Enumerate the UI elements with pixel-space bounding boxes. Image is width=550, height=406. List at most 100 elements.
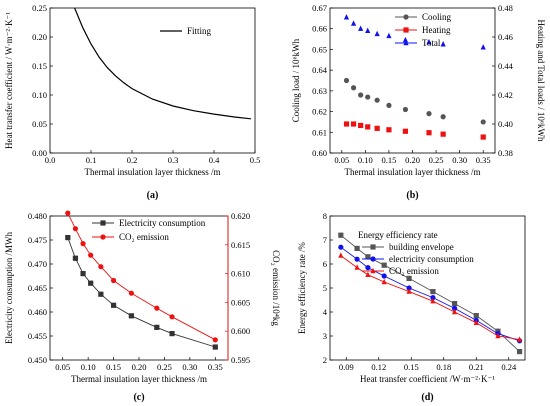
x-tick-label: 0.09	[339, 362, 354, 372]
x-tick-label: 0.10	[81, 362, 96, 372]
data-point	[495, 332, 501, 339]
data-point	[72, 255, 79, 261]
x-axis-label: Thermal insulation layer thickness /m	[85, 167, 221, 177]
data-point	[406, 285, 412, 291]
data-point	[430, 295, 436, 301]
y-right-tick-label: 0.605	[231, 297, 250, 307]
plot-frame	[49, 7, 256, 154]
data-point	[110, 302, 117, 308]
x-tick-label: 0.15	[106, 362, 121, 372]
data-point	[110, 277, 117, 284]
panel-letter: (c)	[133, 392, 144, 403]
x-tick-label: 0.30	[182, 362, 197, 372]
legend-marker	[403, 14, 409, 20]
data-point	[473, 319, 479, 325]
y-right-tick-label: 0.38	[498, 148, 513, 158]
data-point	[440, 114, 446, 120]
legend-marker	[370, 267, 376, 274]
x-tick-label: 0.25	[429, 155, 444, 165]
data-point	[480, 134, 486, 140]
data-point	[350, 20, 357, 26]
data-point	[365, 265, 371, 271]
y-tick-label: 5	[323, 283, 327, 293]
x-tick-label: 0.35	[208, 362, 223, 372]
x-axis-label: Thermal insulation layer thickness /m	[71, 374, 207, 384]
data-point	[402, 106, 409, 113]
data-point	[358, 122, 364, 129]
data-point	[406, 288, 412, 294]
series-line	[340, 234, 520, 352]
y-tick-label: 0.67	[312, 3, 327, 13]
y-tick-label: 0.455	[28, 331, 47, 341]
data-point	[402, 36, 409, 43]
data-point	[480, 119, 486, 125]
x-tick-label: 0.3	[168, 155, 179, 165]
data-point	[374, 97, 380, 103]
y-tick-label: 0.25	[32, 3, 47, 13]
legend-marker	[370, 256, 376, 262]
data-point	[516, 336, 523, 342]
data-point	[88, 280, 94, 286]
data-point	[212, 337, 218, 343]
x-tick-label: 0.24	[501, 362, 517, 372]
x-tick-label: 0.2	[127, 155, 138, 165]
data-point	[128, 313, 134, 319]
data-point	[354, 256, 360, 262]
data-point	[430, 289, 436, 295]
data-point	[365, 94, 371, 100]
legend-marker	[100, 220, 106, 226]
x-tick-label: 0.15	[404, 362, 419, 372]
legend-label: Electricity consumption	[119, 218, 206, 228]
data-point	[65, 235, 71, 241]
y-tick-label: 0.60	[312, 148, 327, 158]
y-tick-label: 0.64	[312, 65, 328, 75]
data-point	[358, 92, 364, 98]
data-point	[154, 305, 160, 311]
data-point	[480, 44, 486, 50]
data-point	[473, 313, 479, 319]
data-point	[426, 38, 432, 45]
series-line	[340, 246, 520, 342]
series-line-fitting	[74, 7, 251, 120]
x-tick-label: 0.30	[452, 155, 467, 165]
y-tick-label: 0.465	[28, 283, 47, 293]
x-tick-label: 0.10	[358, 155, 373, 165]
x-tick-label: 0.21	[469, 362, 484, 372]
data-point	[516, 349, 523, 355]
data-point	[426, 130, 432, 136]
data-point	[381, 278, 387, 285]
y-right-tick-label: 0.44	[498, 61, 514, 71]
y-tick-label: 8	[323, 211, 327, 221]
data-point	[451, 308, 458, 315]
y-tick-label: 0.15	[32, 61, 47, 71]
y-tick-label: 0.05	[32, 119, 47, 129]
legend-marker	[403, 39, 409, 46]
y-axis-label: Energy efficiency rate /%	[297, 242, 307, 334]
y-tick-label: 0.61	[312, 127, 327, 137]
x-tick-label: 0.15	[381, 155, 396, 165]
y-tick-label: 2	[323, 355, 327, 365]
x-tick-label: 0.25	[157, 362, 172, 372]
y-right-tick-label: 0.615	[231, 240, 250, 250]
data-point	[451, 305, 458, 311]
panel-letter: (b)	[406, 190, 418, 201]
x-tick-label: 0.5	[250, 155, 261, 165]
y-right-tick-label: 0.48	[498, 3, 513, 13]
y-tick-label: 4	[323, 307, 328, 317]
data-point	[350, 121, 357, 127]
data-point	[426, 111, 432, 117]
y-tick-label: 0.450	[28, 355, 47, 365]
data-point	[381, 262, 387, 268]
data-point	[154, 324, 160, 330]
data-point	[80, 241, 86, 247]
x-tick-label: 0.05	[55, 362, 70, 372]
y-tick-label: 6	[323, 259, 327, 269]
legend-label: Total	[422, 38, 441, 48]
legend-title: Energy efficiency rate	[358, 230, 438, 240]
data-point	[343, 14, 350, 20]
legend-marker	[370, 244, 376, 250]
y-tick-label: 0.470	[28, 259, 47, 269]
legend-label: CO₂ emission	[389, 266, 439, 276]
data-point	[402, 128, 409, 134]
